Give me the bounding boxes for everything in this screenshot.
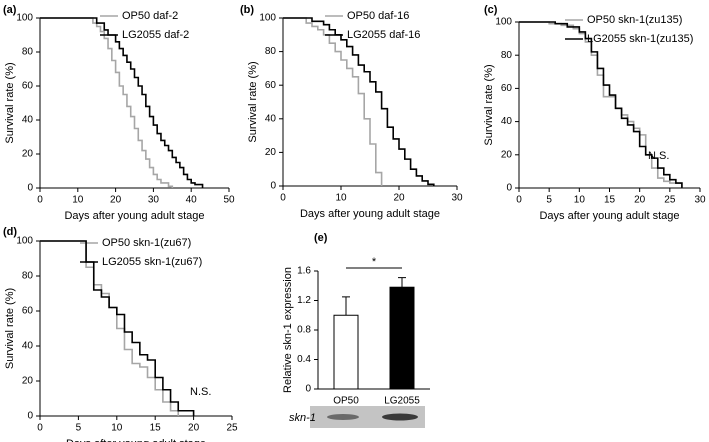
error-bar <box>342 296 350 316</box>
legend-label: OP50 skn-1(zu135) <box>587 14 682 26</box>
y-tick-label: 40 <box>22 115 34 126</box>
y-tick-label: 0 <box>270 181 276 192</box>
survival-curve <box>519 21 683 188</box>
y-tick-label: 60 <box>22 306 34 317</box>
x-tick-label: 25 <box>664 195 676 206</box>
x-tick-label: 10 <box>72 195 84 206</box>
x-tick-label: 5 <box>546 195 552 206</box>
y-axis-title: Survival rate (%) <box>483 64 495 145</box>
x-tick-label: 20 <box>393 193 405 204</box>
y-tick-label: 40 <box>22 341 34 352</box>
legend-label: OP50 daf-16 <box>347 10 409 22</box>
y-tick-label: 100 <box>259 13 276 24</box>
bar <box>389 286 415 390</box>
x-tick-label: 0 <box>280 193 286 204</box>
legend-label: LG2055 skn-1(zu67) <box>102 256 202 268</box>
y-tick-label: 20 <box>265 147 277 158</box>
x-tick-label: 20 <box>188 423 200 434</box>
panel-label: (d) <box>3 226 17 238</box>
y-tick-label: 100 <box>16 236 33 247</box>
x-tick-label: 20 <box>110 195 122 206</box>
x-tick-label: 0 <box>516 195 522 206</box>
survival-curve <box>40 17 174 188</box>
y-tick-label: 40 <box>501 116 513 127</box>
x-tick-label: 30 <box>451 193 463 204</box>
survival-curve <box>40 240 195 416</box>
y-tick-label: 40 <box>265 113 277 124</box>
x-tick-label: 50 <box>223 195 235 206</box>
annotation: N.S. <box>648 150 669 162</box>
x-tick-label: 5 <box>76 423 82 434</box>
y-tick-label: 100 <box>495 17 512 28</box>
x-tick-label: 15 <box>150 423 162 434</box>
y-tick-label: 0 <box>506 183 512 194</box>
y-tick-label: 20 <box>501 149 513 160</box>
x-tick-label: 10 <box>111 423 123 434</box>
annotation: N.S. <box>190 386 211 398</box>
legend-label: LG2055 skn-1(zu135) <box>587 33 693 45</box>
y-tick-label: 0.4 <box>297 354 311 365</box>
annotation: * <box>372 256 377 268</box>
bar <box>333 314 359 390</box>
blot-image <box>310 406 425 428</box>
panel-label: (c) <box>484 4 498 16</box>
panel-label: (a) <box>3 4 17 16</box>
y-tick-label: 80 <box>22 47 34 58</box>
x-tick-label: 15 <box>604 195 616 206</box>
y-tick-label: 60 <box>501 83 513 94</box>
survival-curve <box>283 17 383 186</box>
x-axis-title: Days after young adult stage <box>64 210 204 222</box>
y-tick-label: 0 <box>27 183 33 194</box>
blot-band <box>382 413 418 421</box>
blot-label: skn-1 <box>289 412 316 424</box>
x-axis-title: Days after young adult stage <box>300 208 440 220</box>
x-tick-label: 20 <box>634 195 646 206</box>
legend-label: LG2055 daf-2 <box>122 29 189 41</box>
x-tick-label: 40 <box>186 195 198 206</box>
y-tick-label: 0.8 <box>297 325 311 336</box>
y-axis-title: Relative skn-1 expression <box>282 267 294 393</box>
x-tick-label: 25 <box>226 423 238 434</box>
x-tick-label: 10 <box>574 195 586 206</box>
blot-band <box>327 414 359 420</box>
y-tick-label: 1.6 <box>297 266 311 277</box>
y-tick-label: 1.2 <box>297 295 311 306</box>
y-tick-label: 0 <box>305 384 311 395</box>
legend-label: LG2055 daf-16 <box>347 29 420 41</box>
legend-label: OP50 skn-1(zu67) <box>102 237 191 249</box>
x-tick-label: 30 <box>694 195 706 206</box>
y-tick-label: 100 <box>16 13 33 24</box>
panel-label: (b) <box>240 4 254 16</box>
x-tick-label: OP50 <box>333 396 359 407</box>
x-tick-label: 30 <box>148 195 160 206</box>
legend-label: OP50 daf-2 <box>122 10 178 22</box>
x-tick-label: LG2055 <box>384 396 420 407</box>
y-tick-label: 60 <box>265 80 277 91</box>
y-tick-label: 20 <box>22 149 34 160</box>
y-tick-label: 20 <box>22 376 34 387</box>
x-tick-label: 0 <box>37 423 43 434</box>
y-tick-label: 80 <box>22 271 34 282</box>
y-tick-label: 60 <box>22 81 34 92</box>
y-tick-label: 0 <box>27 411 33 422</box>
x-axis-title: Days after young adult stage <box>539 210 679 222</box>
y-tick-label: 80 <box>501 50 513 61</box>
x-tick-label: 10 <box>335 193 347 204</box>
error-bar <box>398 277 406 288</box>
survival-curve <box>40 17 204 188</box>
y-axis-title: Survival rate (%) <box>4 288 16 369</box>
y-axis-title: Survival rate (%) <box>247 61 259 142</box>
y-axis-title: Survival rate (%) <box>4 62 16 143</box>
panel-label: (e) <box>314 232 328 244</box>
y-tick-label: 80 <box>265 46 277 57</box>
x-tick-label: 0 <box>37 195 43 206</box>
survival-curve <box>283 17 435 186</box>
x-axis-title: Days after young adult stage <box>66 438 206 442</box>
